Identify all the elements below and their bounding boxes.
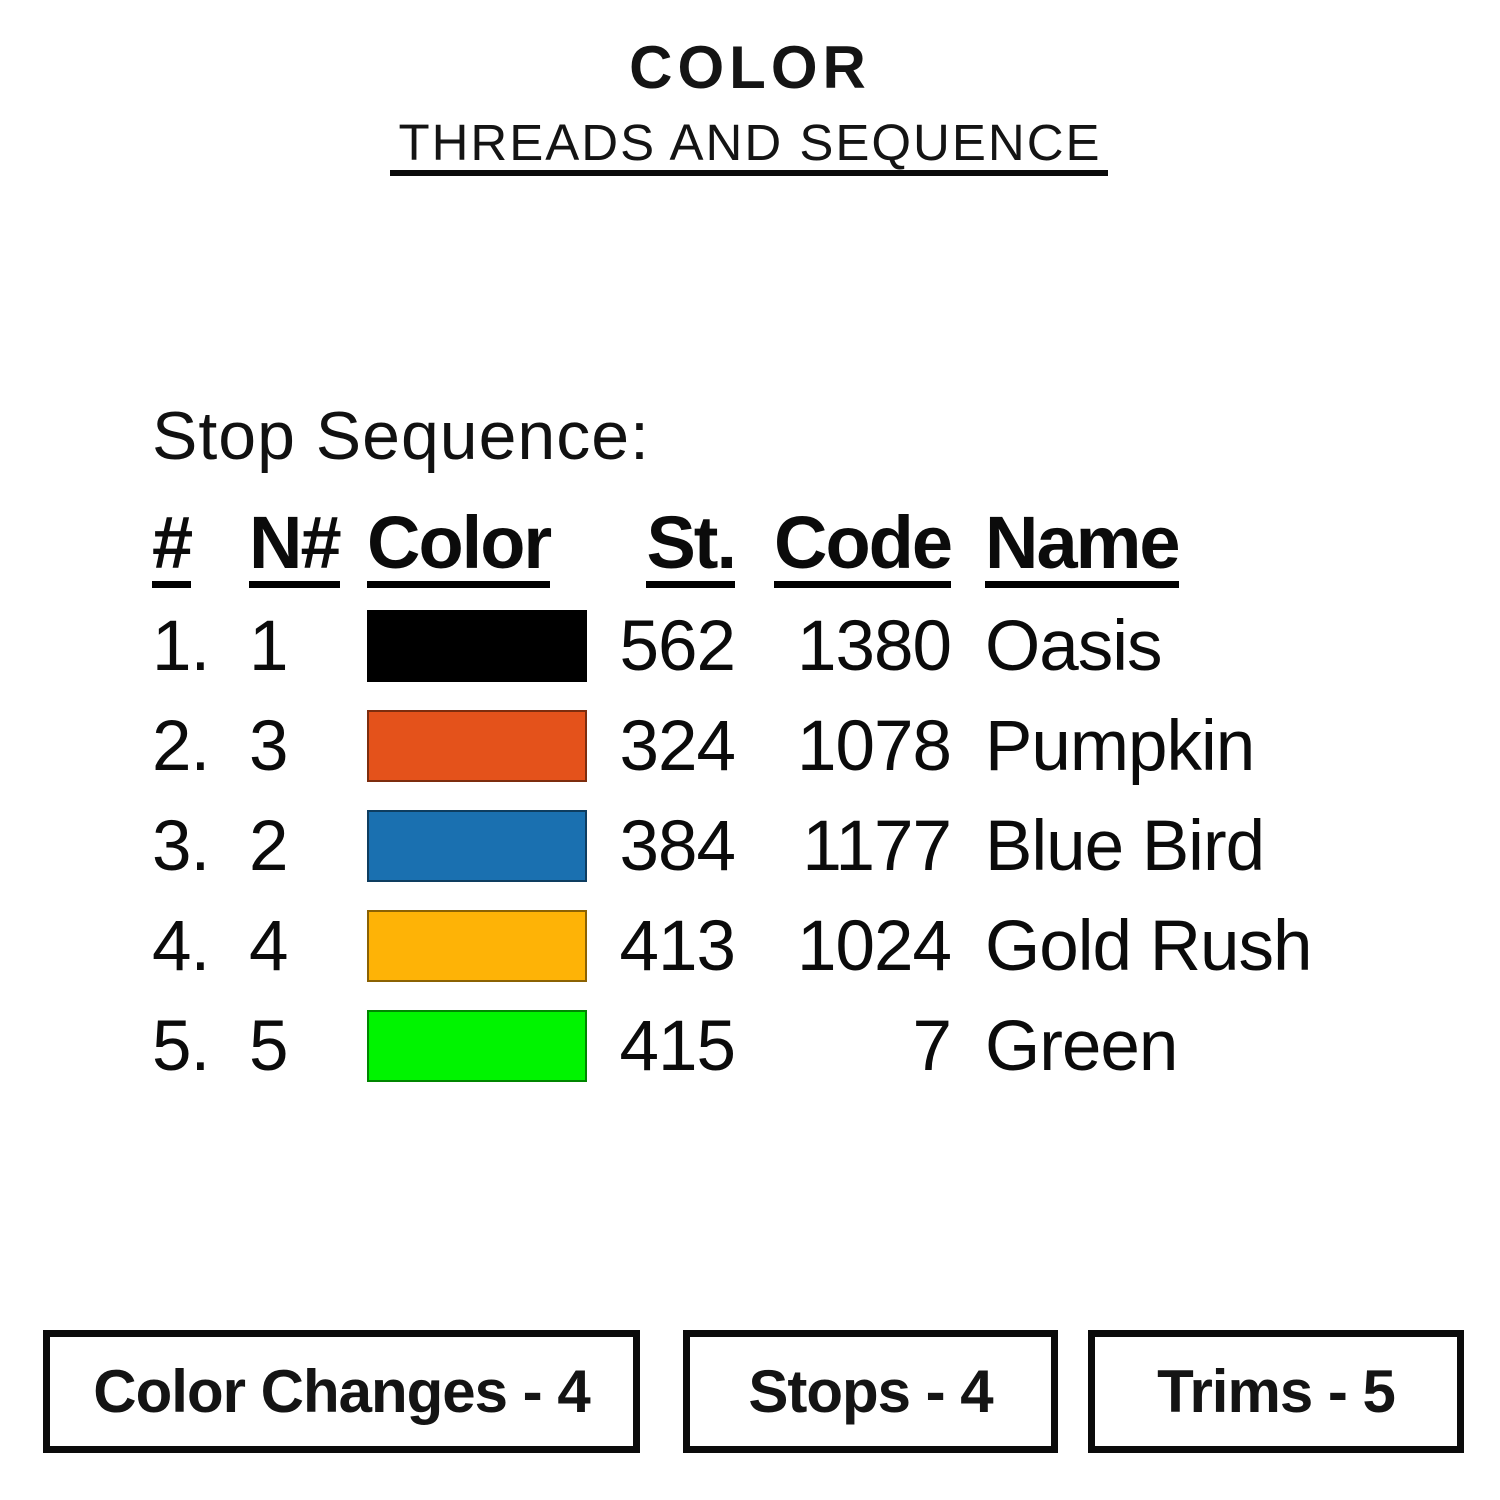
row-code: 1024: [797, 906, 952, 986]
color-swatch: [367, 810, 587, 883]
row-code: 1380: [797, 606, 952, 686]
table-row: 3. 2 384 1177 Blue Bird: [152, 796, 1460, 896]
color-swatch: [367, 710, 587, 783]
color-swatch: [367, 910, 587, 983]
row-needle: 5: [249, 1006, 289, 1086]
col-header-stitches: St.: [646, 505, 737, 589]
row-needle: 4: [249, 906, 289, 986]
col-header-color: Color: [367, 505, 552, 589]
stop-sequence-section: Stop Sequence: # N# Color St. Code Name …: [152, 402, 1460, 1096]
row-number: 4.: [152, 906, 210, 986]
row-number: 3.: [152, 806, 210, 886]
color-changes-box: Color Changes - 4: [43, 1330, 640, 1453]
title-underline: [390, 170, 1108, 176]
color-changes-label: Color Changes - 4: [93, 1358, 590, 1425]
header: COLOR THREADS AND SEQUENCE: [0, 36, 1500, 172]
row-stitches: 415: [619, 1006, 736, 1086]
row-stitches: 562: [619, 606, 736, 686]
row-name: Blue Bird: [985, 806, 1265, 886]
col-header-needle: N#: [249, 505, 342, 589]
row-stitches: 324: [619, 706, 736, 786]
row-name: Oasis: [985, 606, 1163, 686]
stop-sequence-rows: 1. 1 562 1380 Oasis 2. 3 324 1078 Pumpki…: [152, 596, 1460, 1096]
color-swatch: [367, 1010, 587, 1083]
row-code: 1078: [797, 706, 952, 786]
row-name: Pumpkin: [985, 706, 1255, 786]
trims-box: Trims - 5: [1088, 1330, 1464, 1453]
page-subtitle: THREADS AND SEQUENCE: [398, 114, 1102, 171]
table-header: # N# Color St. Code Name: [152, 505, 1460, 589]
table-row: 5. 5 415 7 Green: [152, 996, 1460, 1096]
row-number: 1.: [152, 606, 210, 686]
col-header-code: Code: [774, 505, 953, 589]
trims-label: Trims - 5: [1157, 1358, 1396, 1425]
col-header-name: Name: [985, 505, 1181, 589]
col-header-number: #: [152, 505, 193, 589]
row-stitches: 384: [619, 806, 736, 886]
row-name: Gold Rush: [985, 906, 1312, 986]
color-swatch: [367, 610, 587, 683]
row-needle: 3: [249, 706, 289, 786]
stops-label: Stops - 4: [748, 1358, 993, 1425]
row-name: Green: [985, 1006, 1178, 1086]
table-row: 4. 4 413 1024 Gold Rush: [152, 896, 1460, 996]
table-row: 2. 3 324 1078 Pumpkin: [152, 696, 1460, 796]
stop-sequence-heading: Stop Sequence:: [152, 398, 650, 474]
row-code: 1177: [802, 806, 952, 886]
stops-box: Stops - 4: [683, 1330, 1058, 1453]
table-row: 1. 1 562 1380 Oasis: [152, 596, 1460, 696]
row-code: 7: [912, 1006, 953, 1086]
row-stitches: 413: [619, 906, 736, 986]
row-number: 2.: [152, 706, 210, 786]
row-needle: 1: [249, 606, 289, 686]
row-needle: 2: [249, 806, 289, 886]
page-title: COLOR: [629, 34, 871, 101]
row-number: 5.: [152, 1006, 210, 1086]
